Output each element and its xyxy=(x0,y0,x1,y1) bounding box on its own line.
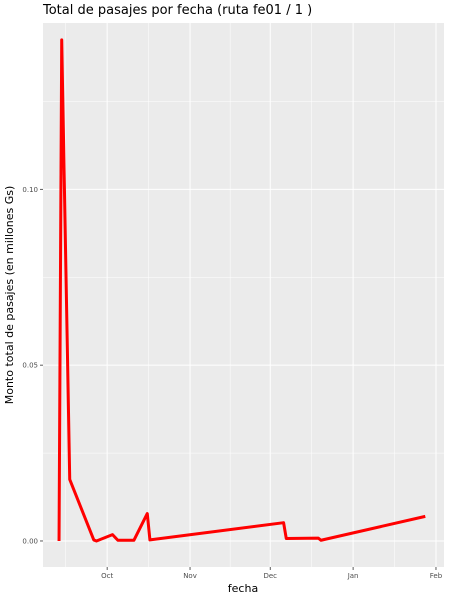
y-tick-label: 0.05 xyxy=(22,362,38,370)
x-tick-label: Feb xyxy=(430,572,443,580)
y-tick-label: 0.00 xyxy=(22,537,38,545)
x-axis-ticks: Oct Nov Dec Jan Feb xyxy=(101,567,443,580)
x-tick-label: Oct xyxy=(101,572,113,580)
chart-title: Total de pasajes por fecha (ruta fe01 / … xyxy=(42,3,312,18)
y-axis-title: Monto total de pasajes (en millones Gs) xyxy=(3,186,16,405)
x-tick-label: Jan xyxy=(347,572,359,580)
plot-panel xyxy=(43,23,444,567)
y-axis-ticks: 0.00 0.05 0.10 xyxy=(22,186,43,546)
y-tick-label: 0.10 xyxy=(22,186,38,194)
x-axis-title: fecha xyxy=(228,582,258,595)
x-tick-label: Dec xyxy=(263,572,277,580)
x-tick-label: Nov xyxy=(183,572,197,580)
